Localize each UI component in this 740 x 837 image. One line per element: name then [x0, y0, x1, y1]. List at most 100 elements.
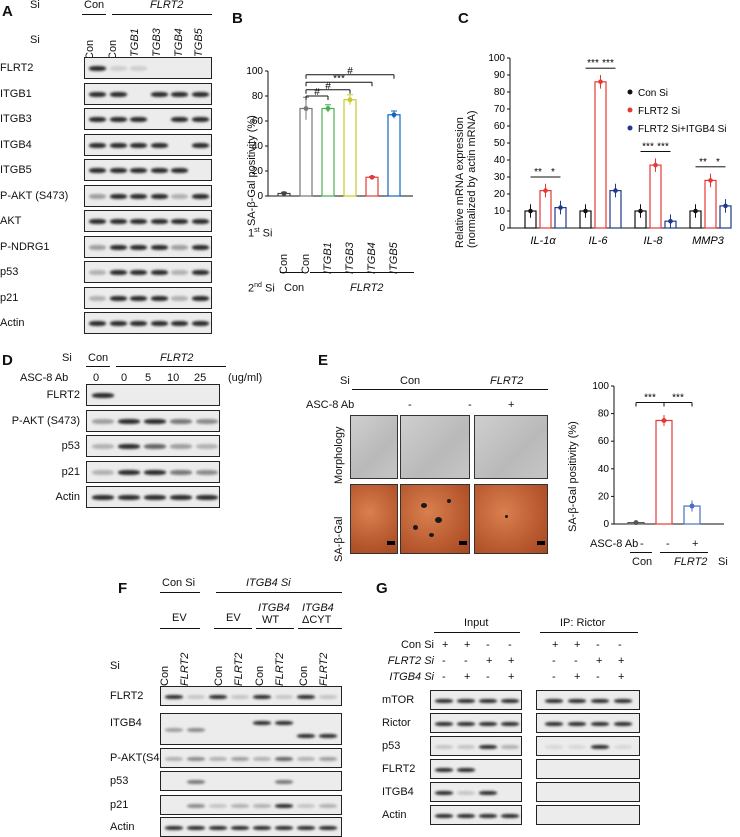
g-input-row-2: [430, 736, 522, 756]
g-ip-row-2: [536, 736, 640, 756]
d-dose-0: 0: [93, 372, 100, 384]
band: [275, 804, 293, 808]
f-lane-5: FLRT2: [274, 652, 286, 686]
band: [118, 469, 140, 475]
panel-e-chart-ab-1: -: [640, 538, 644, 550]
band: [275, 757, 293, 761]
c-tick-label: 70: [494, 104, 506, 115]
panel-f-group-ev1: EV: [172, 612, 187, 624]
e-tick-label: 100: [592, 381, 609, 392]
b-bar-1: [299, 107, 313, 197]
band: [150, 244, 168, 250]
band: [196, 469, 218, 475]
panel-b-row1-label: 1st Si: [248, 227, 273, 240]
band: [191, 193, 209, 199]
band: [479, 745, 497, 749]
band: [297, 757, 315, 761]
band: [501, 745, 519, 749]
band: [457, 699, 475, 703]
band: [109, 219, 127, 224]
band: [614, 722, 632, 726]
blot-row-4: [84, 159, 212, 181]
band: [89, 66, 106, 71]
d-blot-row-1: [86, 409, 220, 432]
band: [150, 295, 168, 301]
panel-b-flrt2-line: [310, 272, 414, 273]
band: [150, 270, 168, 275]
band: [191, 219, 209, 224]
band: [191, 270, 209, 275]
band: [171, 219, 188, 224]
blot-label-p53: p53: [0, 266, 19, 278]
panel-f-itgb4-si-line: [216, 592, 342, 593]
band: [275, 721, 293, 725]
panel-label-b: B: [232, 10, 243, 27]
b-row1-0: Con: [278, 253, 290, 274]
band: [253, 826, 271, 830]
panel-e-chart-ylabel: SA-β-Gal positivity (%): [567, 421, 579, 532]
band: [319, 734, 337, 738]
band: [92, 393, 114, 398]
f-blot-label-2: P-AKT(S473): [110, 752, 176, 764]
band: [150, 193, 168, 199]
f-blot-row-3: [160, 771, 342, 791]
g-row-2-val-0: -: [442, 671, 446, 683]
panel-a-si-label: Si: [30, 34, 40, 46]
c-legend-label: FLRT2 Si: [638, 106, 680, 117]
b-point: [347, 97, 353, 103]
micrograph-morph-flrt2: [400, 415, 470, 479]
c-point: [598, 79, 603, 85]
blot-label-itgb1: ITGB1: [0, 87, 32, 100]
band: [109, 244, 127, 250]
d-blot-row-0: [86, 384, 220, 406]
e-point: [633, 520, 639, 526]
f-blot-label-1: ITGB4: [110, 717, 142, 729]
band: [130, 321, 147, 326]
c-tick-label: 80: [494, 87, 506, 98]
band: [165, 728, 183, 732]
band: [170, 469, 192, 475]
d-blot-row-3: [86, 460, 220, 483]
band: [130, 193, 147, 199]
panel-b-row2-con: Con: [284, 282, 305, 294]
c-category-label: IL-6: [589, 235, 609, 247]
micrograph-sagal-flrt2: [400, 484, 470, 554]
g-row-2-val-7: +: [618, 671, 625, 683]
band: [591, 722, 609, 726]
c-point: [583, 208, 588, 214]
blot-label-itgb4: ITGB4: [0, 138, 32, 151]
g-row-1-val-4: -: [552, 655, 556, 667]
b-point: [303, 106, 309, 111]
panel-d-flrt2-header: FLRT2: [160, 352, 194, 364]
g-blot-label-1: Rictor: [382, 717, 411, 729]
d-blot-label-1: P-AKT (S473): [11, 414, 80, 427]
f-lane-0: Con: [159, 665, 171, 686]
f-blot-row-2: [160, 748, 342, 768]
band: [231, 804, 249, 808]
e-bar-1: [655, 419, 673, 525]
e-tick-label: 20: [598, 491, 610, 502]
band: [435, 745, 453, 749]
c-point: [653, 162, 658, 168]
f-lane-4: Con: [254, 665, 266, 686]
panel-f-dcyt-line: [298, 628, 342, 629]
band: [457, 745, 475, 749]
panel-e-con: Con: [400, 375, 421, 387]
band: [109, 117, 127, 122]
d-blot-row-2: [86, 435, 220, 457]
f-blot-row-5: [160, 817, 342, 837]
band: [187, 826, 205, 830]
g-input-row-4: [430, 782, 522, 802]
band: [171, 193, 188, 199]
band: [89, 168, 106, 173]
g-ip-row-3: [536, 759, 640, 779]
c-tick-label: 0: [499, 223, 505, 234]
band: [144, 418, 166, 424]
band: [89, 244, 106, 250]
band: [319, 804, 337, 808]
band: [92, 418, 114, 424]
b-point: [369, 174, 375, 180]
band: [130, 244, 147, 250]
c-tick-label: 40: [494, 155, 506, 166]
panel-d-si-label: Si: [62, 352, 72, 364]
